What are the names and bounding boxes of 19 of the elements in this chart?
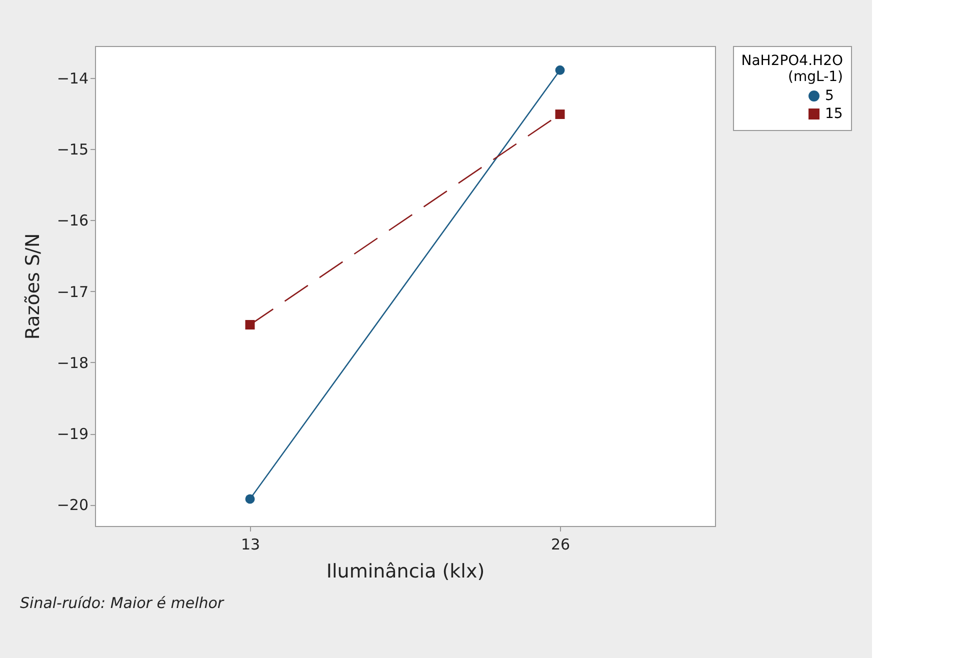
x-tick-label: 26	[550, 536, 570, 554]
y-tick-label: −18	[56, 354, 88, 372]
y-axis-title: Razões S/N	[22, 233, 44, 340]
point	[555, 65, 565, 75]
point	[245, 320, 255, 330]
y-tick-label: −16	[56, 212, 88, 230]
legend-title: NaH2PO4.H2O (mgL-1)	[741, 53, 843, 85]
point	[555, 110, 565, 120]
x-axis-title: Iluminância (klx)	[326, 560, 485, 582]
point	[245, 494, 255, 504]
y-tick-label: −17	[56, 282, 88, 301]
y-tick-label: −14	[56, 70, 88, 88]
x-tick-label: 13	[240, 536, 260, 554]
y-tick-label: −20	[56, 496, 88, 514]
legend-label: 15	[825, 106, 843, 122]
legend-label: 5	[825, 88, 834, 104]
text: Sinal-ruído: Maior é melhor	[20, 594, 224, 612]
y-tick-label: −15	[56, 140, 88, 159]
y-tick-label: −19	[56, 425, 88, 444]
